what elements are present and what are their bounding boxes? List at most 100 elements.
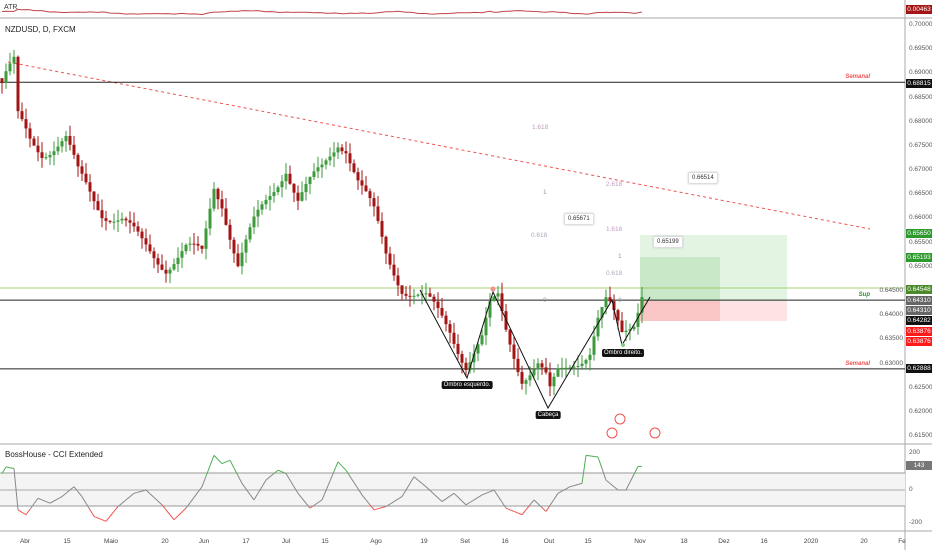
candle[interactable] [584,358,588,370]
candle[interactable] [172,258,176,271]
candle[interactable] [232,237,236,263]
candle[interactable] [428,287,432,298]
candle[interactable] [240,242,244,275]
candle[interactable] [352,159,356,174]
candle[interactable] [536,358,540,380]
candle[interactable] [16,55,20,119]
candle[interactable] [60,137,64,153]
candle[interactable] [184,243,188,255]
candle[interactable] [324,158,328,170]
candle[interactable] [112,213,116,230]
candle[interactable] [92,190,96,210]
candle[interactable] [44,152,48,160]
candle[interactable] [312,163,316,180]
candle[interactable] [404,286,408,300]
candle[interactable] [592,325,596,361]
candle[interactable] [364,176,368,192]
event-icon[interactable] [606,413,661,439]
candle[interactable] [376,195,380,224]
candle[interactable] [360,170,364,195]
candle[interactable] [164,260,168,283]
candle[interactable] [472,344,476,373]
candle[interactable] [516,348,520,377]
label-right-shoulder[interactable]: Ombro direito. [601,349,645,357]
fib-right-0[interactable]: 0 [618,297,622,304]
candle[interactable] [356,167,360,190]
candle[interactable] [384,235,388,265]
trendline[interactable] [7,61,871,230]
candle[interactable] [368,188,372,207]
candle[interactable] [156,253,160,274]
candle[interactable] [180,242,184,269]
fib-right-0618[interactable]: 0.618 [606,270,623,277]
candle[interactable] [8,52,12,76]
fib-right-2618[interactable]: 2.618 [606,181,623,188]
candle[interactable] [216,187,220,210]
candle[interactable] [192,233,196,255]
candle[interactable] [252,206,256,234]
candle[interactable] [608,286,612,304]
candle[interactable] [72,135,76,160]
candle[interactable] [268,185,272,211]
candle[interactable] [500,282,504,322]
candle[interactable] [148,234,152,254]
candle[interactable] [160,254,164,271]
candle[interactable] [348,143,352,172]
candle[interactable] [244,234,248,263]
candle[interactable] [316,156,320,179]
candle[interactable] [200,245,204,254]
candle[interactable] [108,220,112,224]
price-callout[interactable]: 0.66514 [688,172,718,184]
candle[interactable] [524,378,528,395]
fib-left-0618[interactable]: 0.618 [531,232,548,239]
candle[interactable] [288,165,292,185]
candle[interactable] [480,329,484,347]
candle[interactable] [488,293,492,327]
candle[interactable] [260,200,264,215]
label-head[interactable]: Cabeça [535,411,561,419]
candle[interactable] [152,247,156,269]
candle[interactable] [492,295,496,302]
candle[interactable] [96,193,100,211]
candle[interactable] [444,311,448,332]
candle[interactable] [32,135,36,146]
candle[interactable] [292,183,296,203]
candle[interactable] [464,357,468,377]
candle[interactable] [640,286,644,324]
candle[interactable] [328,147,332,166]
candle[interactable] [256,200,260,228]
candle[interactable] [84,163,88,185]
candle[interactable] [24,108,28,139]
candle[interactable] [540,360,544,375]
fib-left-1618[interactable]: 1.618 [532,124,549,131]
candle[interactable] [484,307,488,346]
candle[interactable] [416,293,420,298]
candle[interactable] [52,141,56,166]
label-left-shoulder[interactable]: Ombro esquerdo. [441,381,493,389]
candle[interactable] [380,212,384,244]
candle[interactable] [452,322,456,349]
candle[interactable] [560,357,564,378]
candle[interactable] [576,355,580,378]
candle[interactable] [596,310,600,341]
fib-right-1618[interactable]: 1.618 [606,226,623,233]
candle[interactable] [456,334,460,360]
fib-left-0[interactable]: 0 [543,297,547,304]
candle[interactable] [64,130,68,152]
candle[interactable] [28,122,32,148]
candle[interactable] [372,192,376,217]
candle[interactable] [136,221,140,237]
candle[interactable] [100,199,104,228]
candle[interactable] [520,365,524,390]
candle[interactable] [300,181,304,202]
candle[interactable] [476,342,480,362]
candle[interactable] [408,285,412,307]
symbol-title[interactable]: NZDUSD, D, FXCM [5,25,76,34]
candle[interactable] [304,176,308,201]
candle[interactable] [36,136,40,162]
candle[interactable] [220,190,224,217]
candle[interactable] [128,211,132,234]
candle[interactable] [436,292,440,318]
candle[interactable] [308,176,312,195]
